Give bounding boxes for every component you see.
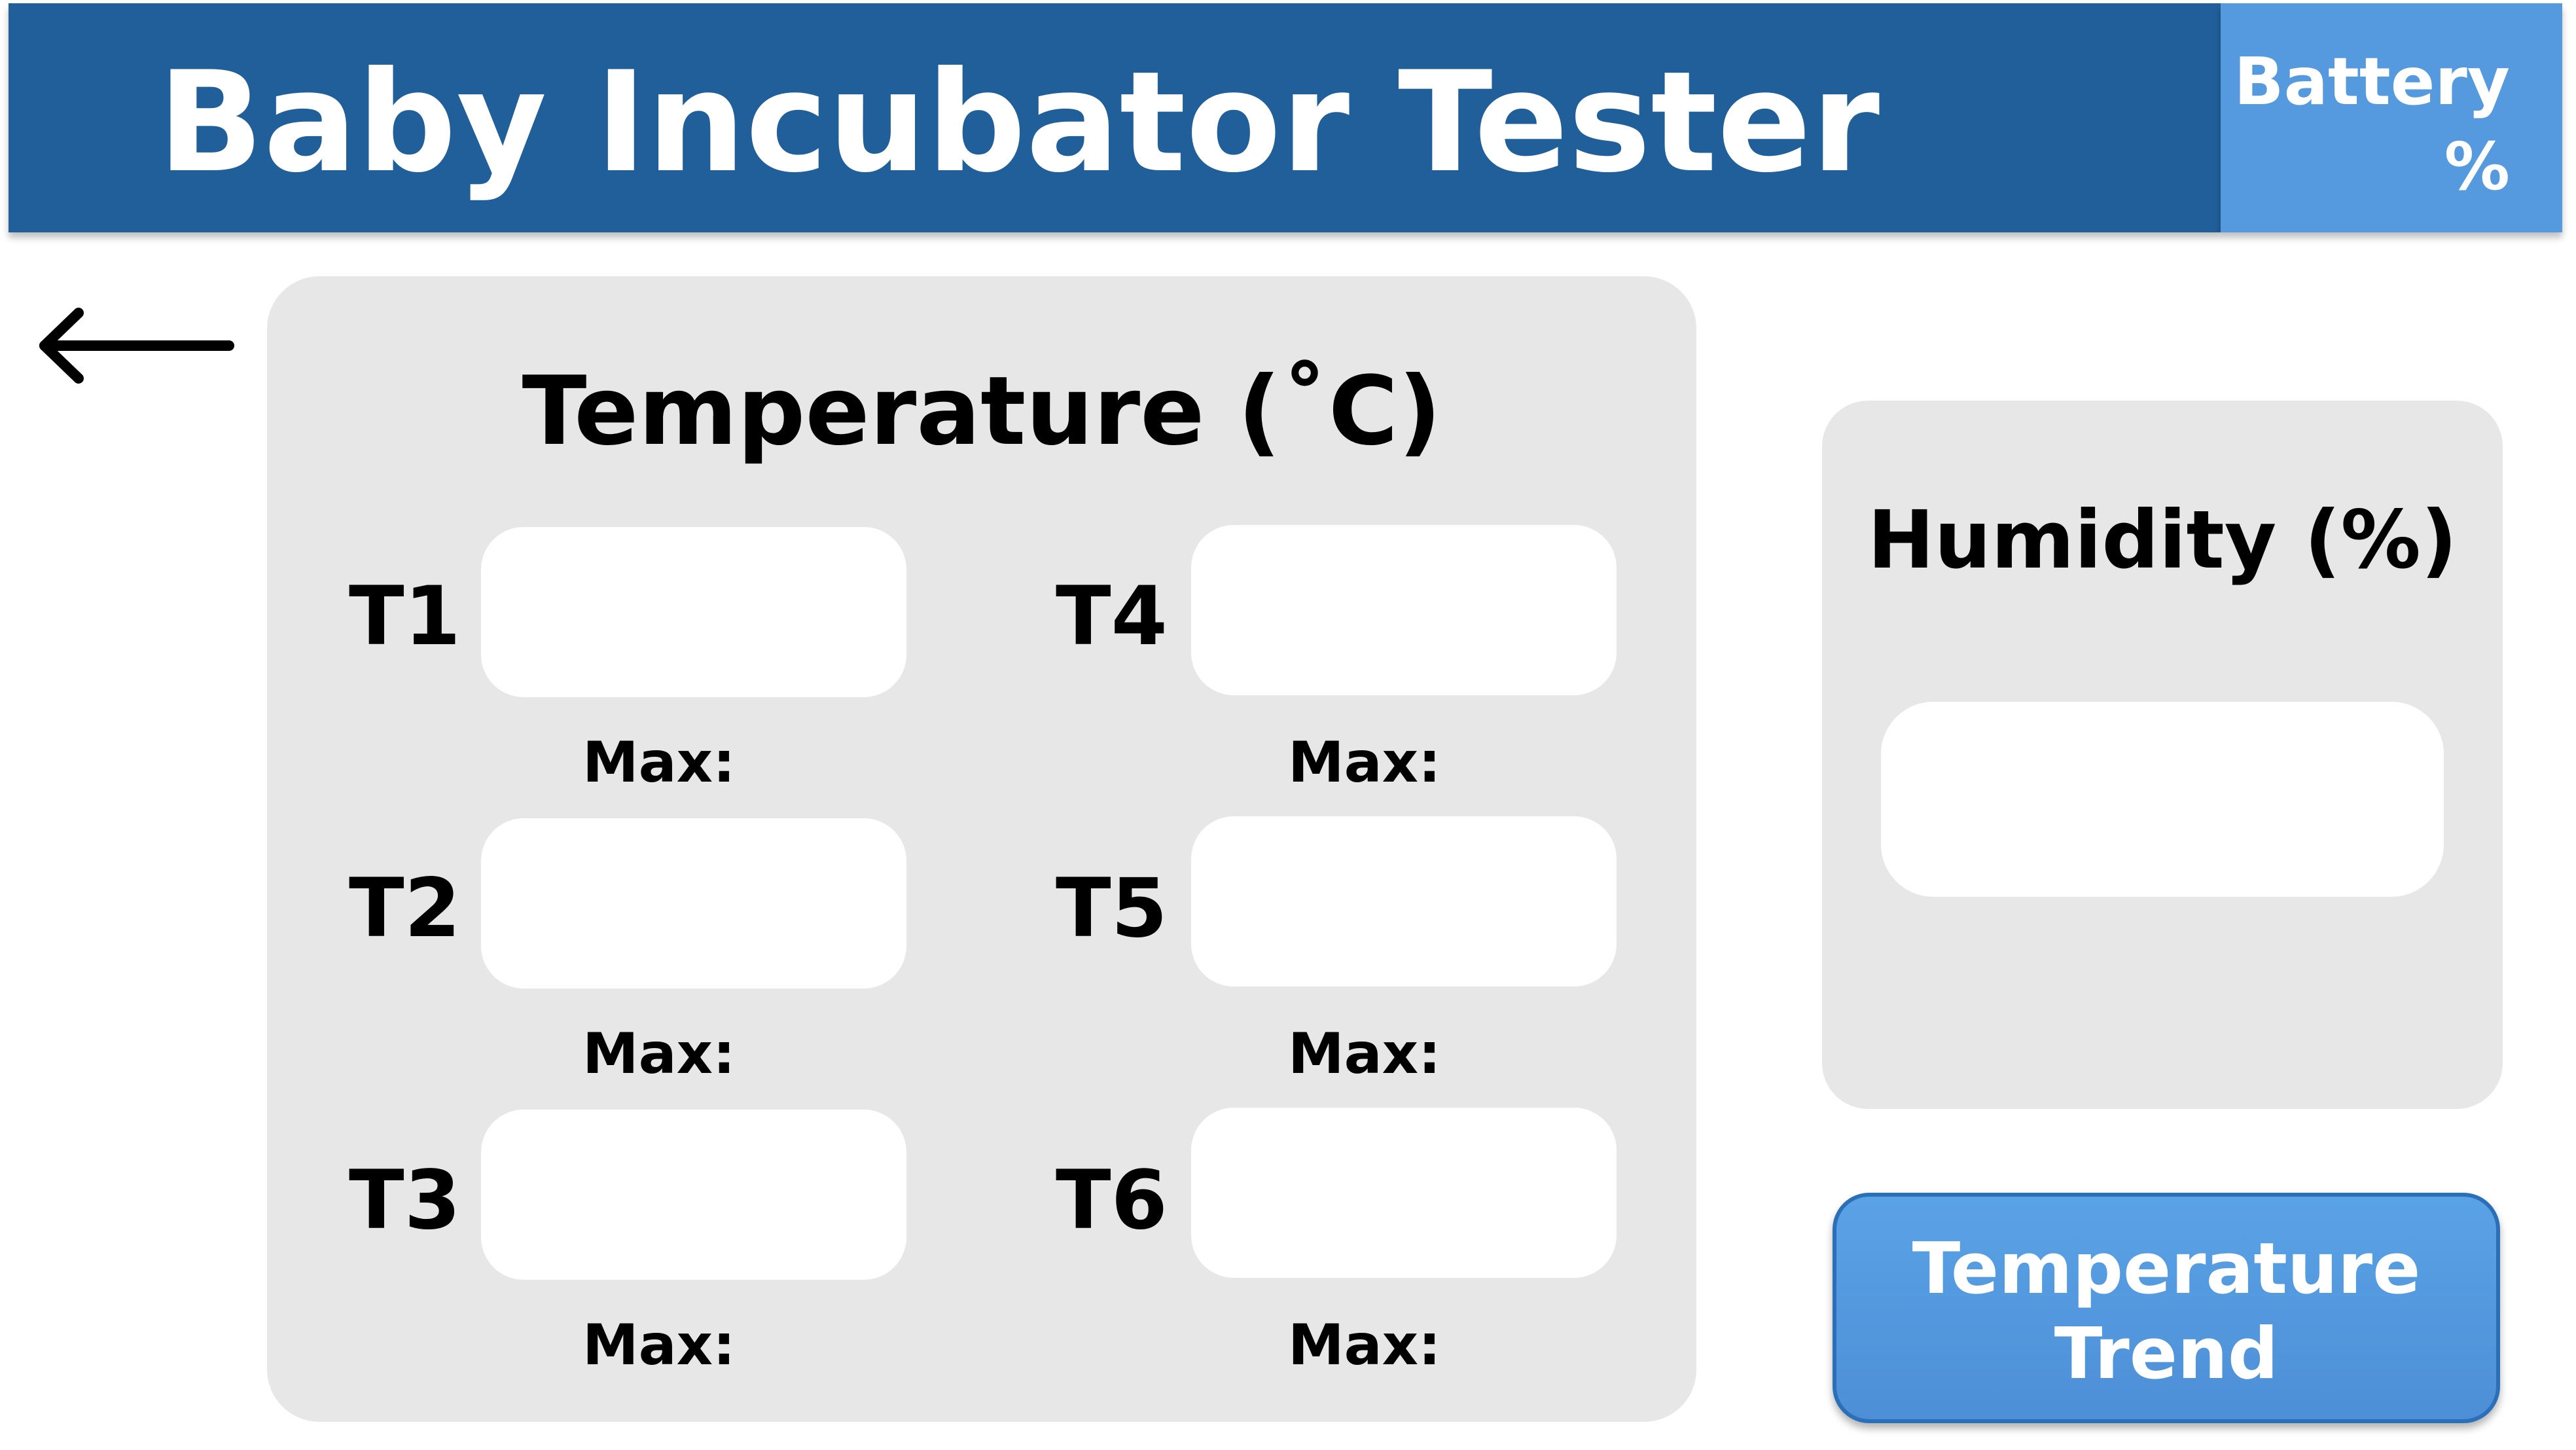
sensor-label-t2: T2 [349,861,461,956]
t5-reading-box [1191,816,1617,987]
battery-label: Battery [2234,43,2510,120]
t1-reading-box [481,527,906,697]
sensor-label-t3: T3 [349,1153,461,1248]
trend-button-line1: Temperature [1912,1228,2421,1310]
t5-max-label: Max: [1288,1021,1441,1087]
sensor-label-t1: T1 [349,570,461,664]
t6-max-label: Max: [1288,1313,1441,1378]
sensor-label-t4: T4 [1056,570,1168,664]
temperature-title: Temperature (˚C) [522,356,1442,467]
temperature-trend-button[interactable]: Temperature Trend [1833,1193,2500,1423]
t4-max-label: Max: [1288,730,1441,795]
humidity-reading-box [1881,702,2444,897]
left-arrow-icon [39,308,234,384]
sensor-label-t6: T6 [1056,1153,1168,1248]
t6-reading-box [1191,1108,1617,1278]
battery-indicator: Battery % [2221,3,2562,232]
app-title: Baby Incubator Tester [158,41,1880,203]
t1-max-label: Max: [582,730,736,795]
battery-text: Battery % [2234,39,2510,209]
temperature-panel: Temperature (˚C) T1 Max: T2 Max: T3 Max:… [267,276,1696,1422]
header-bar: Baby Incubator Tester [9,3,2221,232]
trend-button-line2: Trend [2054,1313,2279,1395]
t2-reading-box [481,818,906,988]
t4-reading-box [1191,525,1617,695]
trend-button-label: Temperature Trend [1836,1227,2496,1397]
t2-max-label: Max: [582,1021,736,1087]
t3-max-label: Max: [582,1313,736,1378]
sensor-label-t5: T5 [1056,861,1168,956]
battery-percent: % [2444,128,2510,205]
back-button[interactable] [33,308,236,386]
t3-reading-box [481,1110,906,1280]
humidity-panel: Humidity (%) [1822,401,2503,1109]
humidity-title: Humidity (%) [1867,494,2458,587]
